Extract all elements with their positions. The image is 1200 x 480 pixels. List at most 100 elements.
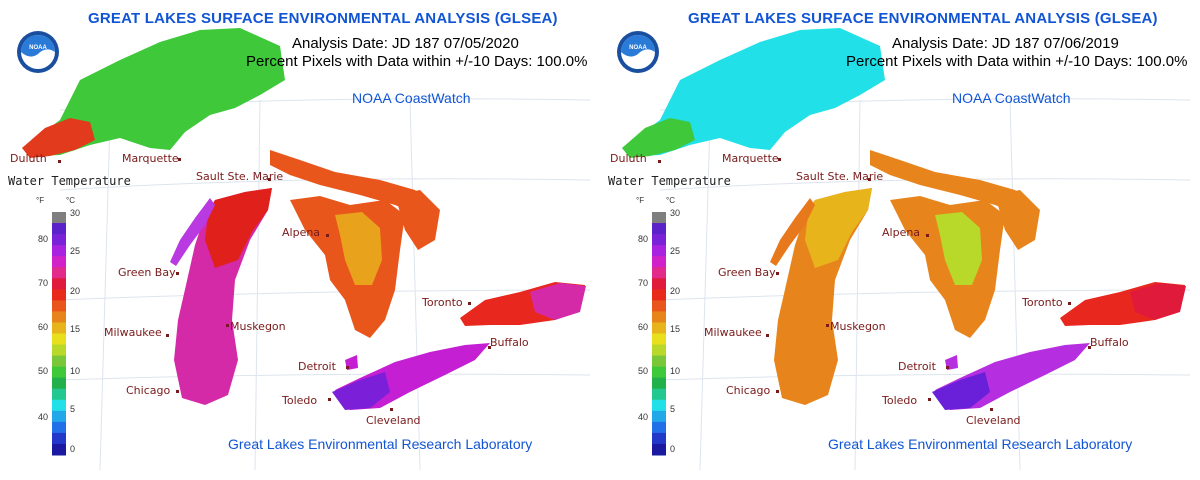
legend-tick-c: 10: [70, 366, 81, 376]
analysis-date: Analysis Date: JD 187 07/06/2019: [892, 35, 1119, 52]
legend-tick-f: 60: [637, 322, 648, 332]
legend-tick-f: 80: [637, 234, 648, 244]
lakes-map: [622, 28, 1191, 471]
legend-swatch: [52, 410, 66, 423]
unit-fahrenheit: °F: [636, 196, 645, 205]
legend-tick-c: 25: [670, 246, 681, 256]
city-marker: [778, 158, 781, 161]
panel-2020: NOAA GREAT LAKES SURFACE ENVIRONMENTAL A…: [8, 10, 591, 471]
city-label: Sault Ste. Marie: [796, 170, 884, 183]
legend-swatch: [52, 333, 66, 346]
legend-swatch: [652, 267, 666, 279]
city-marker: [776, 390, 779, 393]
legend-swatch: [52, 234, 66, 246]
legend-tick-c: 25: [70, 246, 81, 256]
city-label: Muskegon: [830, 320, 886, 333]
analysis-date: Analysis Date: JD 187 07/05/2020: [292, 35, 519, 52]
legend-swatch: [652, 388, 666, 401]
unit-celsius: °C: [66, 196, 75, 205]
city-label: Alpena: [282, 226, 321, 239]
coastwatch-label: NOAA CoastWatch: [352, 90, 471, 106]
city-label: Toronto: [1022, 296, 1063, 309]
legend-tick-f: 60: [37, 322, 48, 332]
city-marker: [58, 160, 61, 163]
city-label: Chicago: [126, 384, 171, 397]
lab-label: Great Lakes Environmental Research Labor…: [828, 436, 1133, 452]
city-marker: [326, 234, 329, 237]
city-marker: [946, 366, 949, 369]
legend-swatch: [52, 366, 66, 379]
legend-swatch: [652, 212, 666, 224]
legend-swatch: [52, 278, 66, 290]
city-label: Detroit: [298, 360, 336, 373]
city-label: Chicago: [726, 384, 771, 397]
city-label: Toledo: [882, 394, 918, 407]
legend-swatch: [52, 245, 66, 257]
city-label: Marquette: [122, 152, 179, 165]
city-marker: [776, 272, 779, 275]
city-label: Toledo: [282, 394, 318, 407]
city-label: Alpena: [882, 226, 921, 239]
lake-michigan: [174, 188, 272, 405]
legend-swatch: [652, 311, 666, 323]
legend-tick-f: 80: [37, 234, 48, 244]
legend-title: Water Temperature: [608, 174, 731, 188]
legend-swatch: [652, 377, 666, 390]
city-marker: [926, 234, 929, 237]
city-label: Duluth: [610, 152, 647, 165]
noaa-logo-icon[interactable]: NOAA: [16, 30, 60, 74]
legend-tick-c: 30: [670, 208, 681, 218]
city-marker: [928, 398, 931, 401]
legend-swatch: [652, 300, 666, 312]
legend-tick-c: 15: [70, 324, 81, 334]
lake-superior-west: [22, 118, 95, 158]
city-marker: [468, 302, 471, 305]
city-marker: [1068, 302, 1071, 305]
legend-tick-c: 0: [670, 444, 676, 454]
legend-swatch: [52, 322, 66, 334]
svg-text:NOAA: NOAA: [29, 45, 47, 51]
legend-swatch: [52, 212, 66, 224]
legend-tick-f: 40: [637, 412, 648, 422]
legend-swatch: [652, 410, 666, 423]
legend-swatch: [652, 223, 666, 235]
legend-tick-f: 50: [637, 366, 648, 376]
lab-label: Great Lakes Environmental Research Labor…: [228, 436, 533, 452]
legend-tick-f: 70: [37, 278, 48, 288]
legend-swatch: [52, 443, 66, 456]
city-label: Milwaukee: [104, 326, 162, 339]
city-label: Cleveland: [966, 414, 1021, 427]
map-title: GREAT LAKES SURFACE ENVIRONMENTAL ANALYS…: [688, 10, 1158, 27]
legend-swatch: [652, 421, 666, 434]
legend-swatch: [652, 256, 666, 268]
city-label: Cleveland: [366, 414, 421, 427]
legend-tick-c: 20: [70, 286, 81, 296]
noaa-logo-icon[interactable]: NOAA: [616, 30, 660, 74]
city-marker: [226, 324, 229, 327]
city-marker: [766, 334, 769, 337]
coastwatch-label: NOAA CoastWatch: [952, 90, 1071, 106]
city-label: Milwaukee: [704, 326, 762, 339]
legend-swatch: [52, 267, 66, 279]
lakes-map: [22, 28, 591, 471]
legend-swatch: [652, 234, 666, 246]
city-label: Muskegon: [230, 320, 286, 333]
city-label: Green Bay: [118, 266, 176, 279]
green-bay: [770, 198, 815, 266]
city-label: Detroit: [898, 360, 936, 373]
legend-swatch: [52, 377, 66, 390]
legend-swatch: [52, 256, 66, 268]
unit-celsius: °C: [666, 196, 675, 205]
unit-fahrenheit: °F: [36, 196, 45, 205]
legend-swatch: [52, 311, 66, 323]
legend-tick-f: 40: [37, 412, 48, 422]
city-marker: [1088, 346, 1091, 349]
legend-swatch: [52, 355, 66, 368]
panel-2019: NOAA GREAT LAKES SURFACE ENVIRONMENTAL A…: [600, 0, 1200, 480]
city-marker: [176, 272, 179, 275]
legend-swatch: [52, 223, 66, 235]
city-label: Duluth: [10, 152, 47, 165]
city-marker: [990, 408, 993, 411]
lake-michigan: [774, 188, 872, 405]
legend-swatch: [652, 289, 666, 301]
